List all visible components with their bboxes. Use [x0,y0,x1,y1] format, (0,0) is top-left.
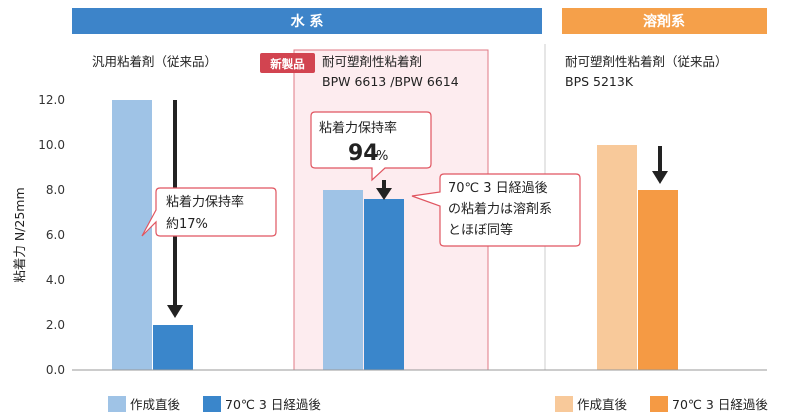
callout-retention-17: 粘着力保持率 約17% [141,187,277,237]
group-label-3-line1: 耐可塑剤性粘着剤（従来品） [565,54,728,69]
bar-aged-group-3 [638,190,678,370]
svg-text:約17%: 約17% [166,217,208,232]
bar-initial-group-1 [112,100,152,370]
solvent-header-text: 溶剤系 [643,13,685,30]
y-axis-label: 粘着力 N/25mm [12,187,27,282]
bar-aged-group-1 [153,325,193,370]
callout-equivalent: 70℃ 3 日経過後 の粘着力は溶剤系 とほぼ同等 [411,173,581,247]
legend-label-water-aged: 70℃ 3 日経過後 [225,397,321,412]
arrow-group-2 [376,180,392,200]
svg-text:粘着力保持率: 粘着力保持率 [319,120,397,136]
bar-initial-group-3 [597,145,637,370]
y-tick-label: 6.0 [46,228,65,242]
group-label-1: 汎用粘着剤（従来品） [92,54,217,69]
y-tick-label: 10.0 [38,138,65,152]
legend-swatch-water-aged [203,396,221,412]
y-axis-ticks: 0.0 2.0 4.0 6.0 8.0 10.0 12.0 [38,93,65,377]
bar-initial-group-2 [323,190,363,370]
y-tick-label: 4.0 [46,273,65,287]
y-tick-label: 8.0 [46,183,65,197]
svg-text:70℃ 3 日経過後: 70℃ 3 日経過後 [448,181,548,196]
svg-text:粘着力保持率: 粘着力保持率 [166,194,244,210]
legend-label-solvent-aged: 70℃ 3 日経過後 [672,397,768,412]
svg-text:%: % [376,149,388,164]
svg-text:とほぼ同等: とほぼ同等 [448,222,513,238]
legend-swatch-solvent-initial [555,396,573,412]
new-product-badge-text: 新製品 [270,57,305,71]
svg-text:の粘着力は溶剤系: の粘着力は溶剤系 [448,201,552,217]
y-tick-label: 0.0 [46,363,65,377]
water-header-text: 水 系 [291,13,324,30]
legend-label-water-initial: 作成直後 [130,397,181,412]
group-label-2-line1: 耐可塑剤性粘着剤 [322,54,422,69]
callout-retention-94: 粘着力保持率 94 % [310,111,432,182]
legend: 作成直後 70℃ 3 日経過後 作成直後 70℃ 3 日経過後 [108,396,768,412]
solvent-header-bar [562,8,767,34]
arrow-group-3 [652,146,668,184]
new-product-badge [260,53,315,73]
legend-swatch-water-initial [108,396,126,412]
group-label-3-line2: BPS 5213K [565,74,634,89]
y-tick-label: 2.0 [46,318,65,332]
bar-aged-group-2 [364,199,404,370]
water-header-bar [72,8,542,34]
y-tick-label: 12.0 [38,93,65,107]
group-label-2-line2: BPW 6613 /BPW 6614 [322,74,459,89]
bars [112,100,678,370]
legend-label-solvent-initial: 作成直後 [577,397,628,412]
svg-text:94: 94 [348,141,379,166]
legend-swatch-solvent-aged [650,396,668,412]
